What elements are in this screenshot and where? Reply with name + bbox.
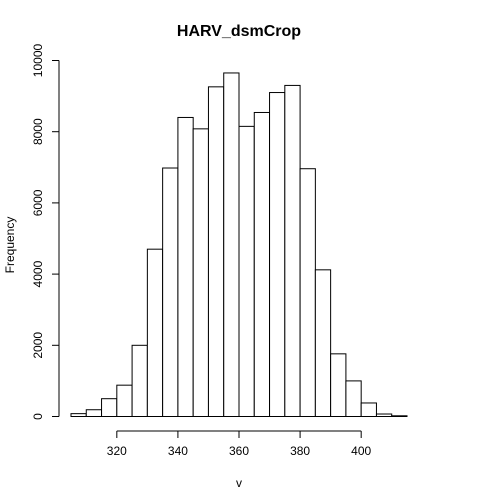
x-axis: 320 340 360 380 400 xyxy=(107,430,372,458)
histogram-bar-400-405 xyxy=(360,402,377,418)
histogram-bar-390-395 xyxy=(330,353,347,417)
y-tick-label-6000: 6000 xyxy=(31,189,45,216)
y-tick-label-10000: 10000 xyxy=(31,43,45,77)
x-tick-label-400: 400 xyxy=(351,444,371,458)
histogram-bar-330-335 xyxy=(146,248,164,417)
x-tick-label-340: 340 xyxy=(168,444,188,458)
histogram-bar-365-370 xyxy=(253,111,271,417)
y-axis-title: Frequency xyxy=(3,217,17,274)
histogram-bar-335-340 xyxy=(162,167,179,417)
x-tick-label-380: 380 xyxy=(290,444,310,458)
y-tick-label-8000: 8000 xyxy=(31,118,45,145)
y-tick-label-2000: 2000 xyxy=(31,332,45,359)
histogram-bar-370-375 xyxy=(269,92,286,417)
histogram-bar-325-330 xyxy=(131,344,148,417)
y-tick-label-4000: 4000 xyxy=(31,260,45,287)
histogram-bar-410-415 xyxy=(391,415,408,418)
histogram-bar-395-400 xyxy=(345,380,362,417)
histogram-bar-350-355 xyxy=(207,86,225,417)
histogram-bar-310-315 xyxy=(85,409,103,417)
histogram-bar-355-360 xyxy=(223,72,240,418)
histogram-bar-360-365 xyxy=(238,125,255,418)
chart-title: HARV_dsmCrop xyxy=(177,23,301,40)
x-axis-title: v xyxy=(236,476,242,490)
histogram-bar-320-325 xyxy=(116,384,133,418)
histogram-bar-375-380 xyxy=(284,84,301,417)
histogram-bar-345-350 xyxy=(192,128,209,417)
x-tick-label-320: 320 xyxy=(107,444,127,458)
histogram-bar-340-345 xyxy=(177,116,194,418)
histogram-bar-305-310 xyxy=(70,413,87,417)
histogram-bar-385-390 xyxy=(314,269,332,417)
y-tick-label-0: 0 xyxy=(31,413,45,420)
histogram-bar-315-320 xyxy=(101,398,118,418)
histogram-bar-380-385 xyxy=(299,168,316,417)
y-axis: 0 2000 4000 6000 8000 10000 xyxy=(31,43,60,420)
histogram-bar-405-410 xyxy=(375,413,393,418)
x-tick-label-360: 360 xyxy=(229,444,249,458)
histogram-bars xyxy=(70,72,408,418)
